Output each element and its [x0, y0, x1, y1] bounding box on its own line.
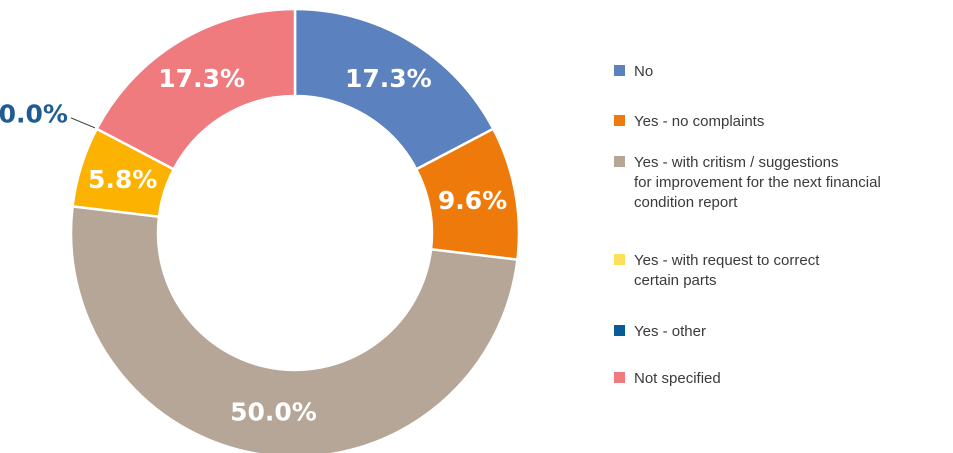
legend-label-not-specified: Not specified — [634, 370, 721, 387]
value-label-yes-with-request-to-correct: 5.8% — [88, 165, 157, 194]
value-label-no: 17.3% — [345, 64, 432, 93]
legend-swatch-yes-no-complaints — [614, 115, 625, 126]
value-label-yes-no-complaints: 9.6% — [438, 186, 507, 215]
slice-not-specified — [95, 7, 297, 171]
legend-swatch-yes-with-critism-suggestions — [614, 156, 625, 167]
donut-slices — [69, 7, 521, 453]
legend-swatch-yes-with-request-to-correct — [614, 254, 625, 265]
donut-value-labels: 17.3% 9.6% 50.0% 5.8% 0.0% 17.3% — [0, 64, 507, 427]
legend-item-yes-with-request-to-correct: Yes - with request to correct certain pa… — [614, 251, 953, 291]
legend-item-yes-no-complaints: Yes - no complaints — [614, 112, 953, 132]
legend-item-yes-with-critism-suggestions: Yes - with critism / suggestions for imp… — [614, 153, 953, 213]
legend-label-yes-no-complaints: Yes - no complaints — [634, 113, 765, 130]
legend-label-yes-with-request-to-correct: Yes - with request to correct certain pa… — [634, 252, 820, 289]
value-label-yes-with-critism-suggestions: 50.0% — [230, 398, 317, 427]
legend-item-no: No — [614, 62, 953, 82]
legend-label-yes-with-critism-suggestions: Yes - with critism / suggestions for imp… — [634, 154, 881, 211]
legend-swatch-no — [614, 65, 625, 76]
slice-yes-with-critism-suggestions — [69, 204, 519, 453]
legend-swatch-yes-other — [614, 325, 625, 336]
legend-label-yes-other: Yes - other — [634, 323, 706, 340]
value-label-yes-other: 0.0% — [0, 99, 68, 128]
leader-line-yes-other — [70, 117, 96, 129]
value-label-not-specified: 17.3% — [158, 64, 245, 93]
legend-item-yes-other: Yes - other — [614, 322, 953, 342]
legend-label-no: No — [634, 63, 654, 80]
legend-item-not-specified: Not specified — [614, 369, 953, 389]
legend-swatch-not-specified — [614, 372, 625, 383]
